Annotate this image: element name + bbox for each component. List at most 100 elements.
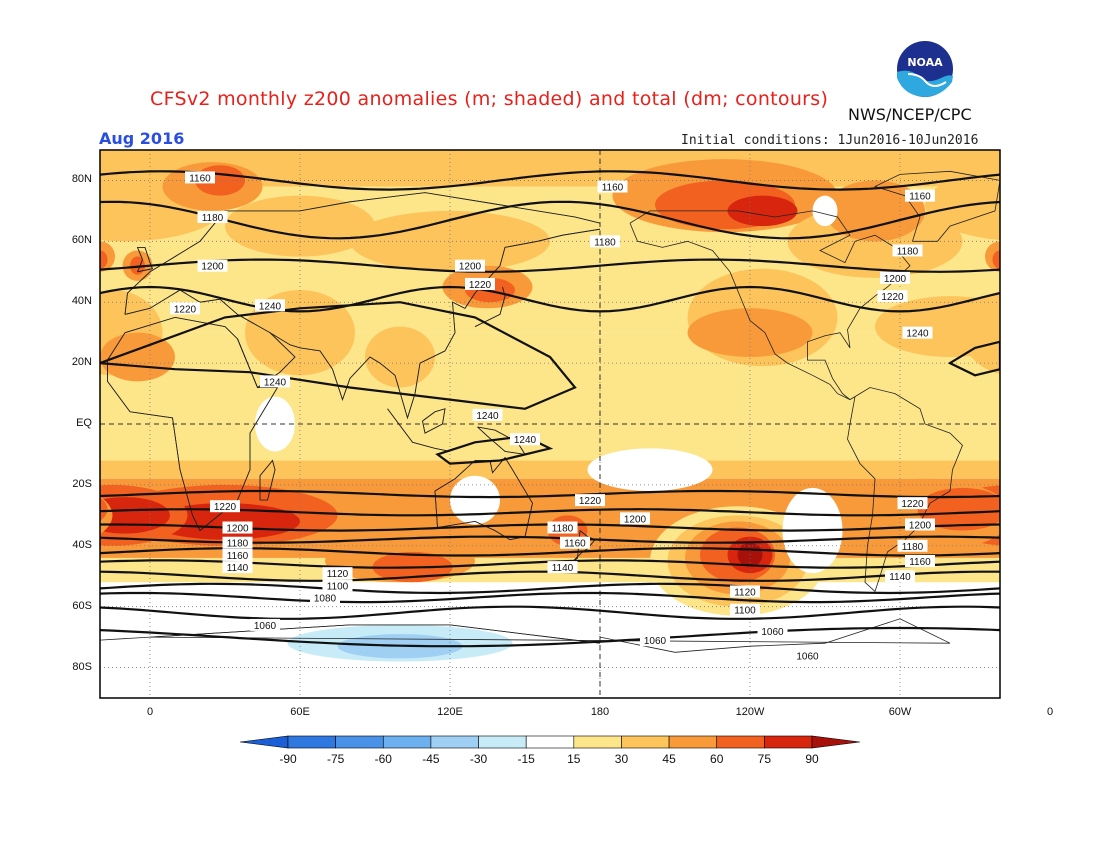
contour-label: 1160 xyxy=(185,171,215,184)
svg-text:1160: 1160 xyxy=(909,557,931,568)
svg-text:1220: 1220 xyxy=(901,499,924,510)
contour-line xyxy=(100,591,1000,604)
contour-label: 1140 xyxy=(885,570,915,583)
colorbar-swatch xyxy=(573,735,622,749)
svg-text:1220: 1220 xyxy=(579,496,602,507)
svg-text:1060: 1060 xyxy=(761,627,784,638)
contour-label: 1160 xyxy=(222,548,253,562)
colorbar-max-arrow xyxy=(811,735,861,749)
colorbar-tick-label: -15 xyxy=(517,752,535,766)
svg-text:1220: 1220 xyxy=(881,292,904,303)
svg-text:1100: 1100 xyxy=(734,606,756,617)
contour-label: 1220 xyxy=(575,494,605,507)
contour-label: 1180 xyxy=(197,210,228,224)
colorbar-tick-label: -45 xyxy=(422,752,440,766)
svg-text:1140: 1140 xyxy=(227,563,249,574)
contour-label: 1100 xyxy=(730,603,760,617)
colorbar-min-arrow xyxy=(239,735,289,749)
contour-label: 1160 xyxy=(560,536,590,550)
svg-text:1180: 1180 xyxy=(594,237,616,248)
contour-label: 1200 xyxy=(222,521,253,535)
svg-text:1060: 1060 xyxy=(254,621,277,632)
contour-label: 1160 xyxy=(905,189,935,203)
lat-tick-label: 80S xyxy=(72,660,92,673)
colorbar-swatch xyxy=(621,735,670,749)
svg-text:1060: 1060 xyxy=(644,636,667,647)
svg-text:1160: 1160 xyxy=(189,173,211,184)
colorbar-swatch xyxy=(335,735,384,749)
contour-label: 1240 xyxy=(255,299,285,312)
lon-tick-label: 120W xyxy=(735,706,765,718)
svg-text:1140: 1140 xyxy=(552,563,574,574)
contour-label: 1220 xyxy=(877,290,908,303)
contour-line xyxy=(435,435,554,465)
lon-tick-label: 60W xyxy=(888,706,912,718)
colorbar-tick-label: -90 xyxy=(279,752,297,766)
lat-tick-label: 80N xyxy=(71,173,92,186)
colorbar-swatch xyxy=(668,735,718,749)
contour-label: 1120 xyxy=(322,567,353,580)
contour-label: 1140 xyxy=(222,561,253,574)
svg-text:1180: 1180 xyxy=(552,524,574,535)
colorbar-swatch xyxy=(716,735,765,749)
svg-text:1160: 1160 xyxy=(909,192,931,203)
svg-text:1180: 1180 xyxy=(902,542,924,553)
contour-line xyxy=(100,626,1000,648)
svg-text:1240: 1240 xyxy=(906,329,929,340)
svg-text:1240: 1240 xyxy=(476,411,499,422)
contour-label: 1180 xyxy=(897,539,928,553)
colorbar-tick-label: -30 xyxy=(469,752,488,766)
lon-tick-label: 60E xyxy=(290,706,310,718)
lat-tick-label: 60S xyxy=(72,599,92,612)
agency-label: NWS/NCEP/CPC xyxy=(848,105,972,124)
lat-tick-label: 40N xyxy=(71,295,92,308)
contour-label: 1240 xyxy=(472,408,503,422)
contour-line xyxy=(100,285,1000,313)
colorbar-tick-label: 15 xyxy=(567,752,581,766)
contour-label: 1060 xyxy=(792,649,823,662)
contour-label: 1200 xyxy=(455,259,485,273)
svg-text:1160: 1160 xyxy=(602,183,624,194)
contour-label: 1220 xyxy=(465,277,495,291)
svg-text:1200: 1200 xyxy=(624,514,647,525)
contour-label: 1060 xyxy=(250,618,280,632)
contour-line xyxy=(100,301,577,410)
svg-text:1220: 1220 xyxy=(469,280,492,291)
lon-tick-label: 0 xyxy=(146,706,154,718)
contour-label: 1100 xyxy=(322,579,353,592)
colorbar-tick-label: 30 xyxy=(614,752,629,766)
svg-text:1180: 1180 xyxy=(202,213,224,224)
contour-line xyxy=(100,508,1000,517)
svg-text:1240: 1240 xyxy=(264,377,287,388)
lat-tick-label: 40S xyxy=(72,538,92,551)
svg-text:1200: 1200 xyxy=(909,520,932,531)
svg-text:1240: 1240 xyxy=(259,301,282,312)
colorbar-tick-label: 45 xyxy=(662,752,676,766)
svg-text:1200: 1200 xyxy=(459,262,482,273)
svg-text:1140: 1140 xyxy=(889,572,911,583)
svg-text:1220: 1220 xyxy=(174,304,197,315)
contour-label: 1180 xyxy=(547,521,578,535)
lat-tick-label: 20S xyxy=(72,477,92,490)
contour-line xyxy=(947,340,1000,377)
svg-text:1180: 1180 xyxy=(897,246,919,257)
contour-label: 1080 xyxy=(310,591,340,605)
lon-tick-label: 180 xyxy=(590,706,610,718)
contour-label: 1120 xyxy=(730,585,760,598)
initial-conditions: Initial conditions: 1Jun2016-10Jun2016 xyxy=(681,133,979,148)
svg-text:1100: 1100 xyxy=(327,581,349,592)
contour-label: 1240 xyxy=(260,375,290,388)
svg-text:1240: 1240 xyxy=(514,435,537,446)
contour-label: 1220 xyxy=(170,302,200,315)
contour-label: 1160 xyxy=(597,180,628,194)
contour-label: 1220 xyxy=(897,497,928,510)
contour-label: 1060 xyxy=(640,634,670,647)
svg-text:1160: 1160 xyxy=(227,551,249,562)
contour-label: 1200 xyxy=(905,518,935,531)
colorbar-swatch xyxy=(430,735,479,749)
contour-label: 1180 xyxy=(892,244,923,257)
contour-line xyxy=(100,170,1000,191)
contour-line xyxy=(100,605,1000,620)
